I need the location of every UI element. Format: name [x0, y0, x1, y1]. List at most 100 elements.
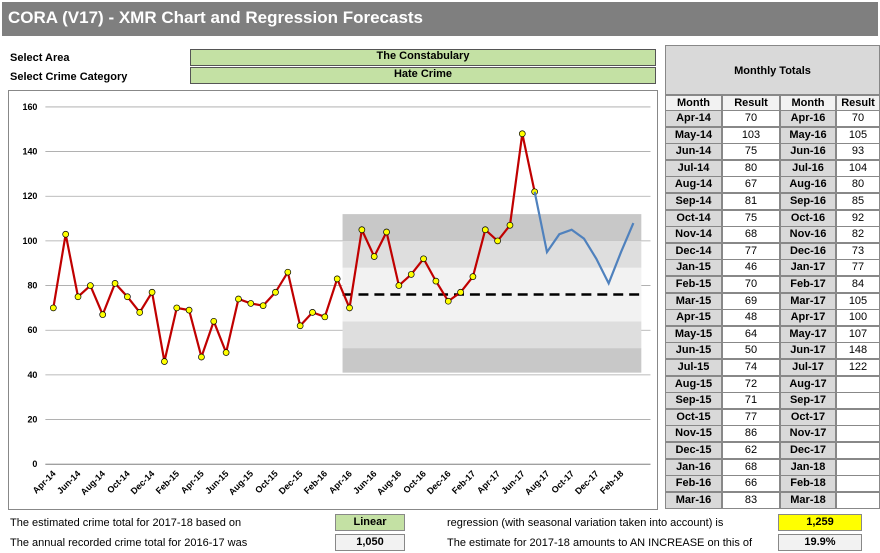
x-tick-label: Apr-14 [31, 468, 58, 495]
data-point [235, 295, 242, 303]
month-cell: Feb-16 [665, 475, 722, 493]
result-cell: 92 [836, 209, 880, 227]
category-label: Select Crime Category [10, 71, 128, 83]
result-cell: 46 [722, 259, 780, 277]
result-cell [836, 425, 880, 443]
category-select[interactable]: Hate Crime [190, 67, 656, 84]
area-label: Select Area [10, 52, 70, 64]
result-cell: 72 [722, 375, 780, 393]
data-point [50, 304, 57, 312]
result-cell: 66 [722, 475, 780, 493]
month-cell: Feb-15 [665, 276, 722, 293]
month-cell: Jul-15 [665, 359, 722, 376]
month-cell: Apr-16 [780, 110, 836, 127]
result-cell: 103 [722, 126, 780, 144]
month-cell: Mar-16 [665, 491, 722, 509]
data-point [173, 304, 181, 312]
result-cell [836, 475, 880, 493]
result-cell [836, 375, 880, 393]
area-select[interactable]: The Constabulary [190, 49, 656, 66]
data-point [420, 255, 427, 263]
footer-box[interactable]: Linear [335, 514, 405, 531]
x-tick-label: Feb-15 [154, 468, 181, 495]
x-tick-label: Aug-16 [375, 468, 404, 497]
result-cell [836, 458, 880, 476]
data-point [494, 237, 501, 245]
y-tick-label: 120 [22, 191, 37, 201]
data-point [136, 309, 144, 316]
month-cell: Aug-14 [665, 176, 722, 194]
x-tick-label: Feb-17 [450, 468, 477, 495]
result-cell [836, 392, 880, 410]
control-band [342, 348, 642, 373]
x-tick-label: Dec-16 [425, 468, 453, 496]
result-cell: 82 [836, 226, 880, 244]
control-band [342, 321, 642, 349]
result-cell: 77 [722, 242, 780, 260]
month-cell: Feb-18 [780, 475, 836, 493]
result-cell: 83 [722, 491, 780, 509]
result-cell: 70 [722, 276, 780, 293]
month-cell: Jan-17 [780, 259, 836, 277]
data-point [210, 317, 218, 325]
x-tick-label: Apr-16 [327, 468, 354, 495]
series-line [533, 191, 635, 287]
result-cell: 77 [836, 259, 880, 277]
data-point [124, 293, 131, 301]
title-bar: CORA (V17) - XMR Chart and Regression Fo… [2, 2, 878, 36]
month-cell: Jun-14 [665, 143, 722, 161]
x-tick-label: Aug-17 [523, 468, 552, 497]
data-point [74, 293, 82, 301]
chart: 020406080100120140160Apr-14Jun-14Aug-14O… [8, 90, 658, 510]
data-point [296, 322, 304, 330]
month-cell: Oct-16 [780, 209, 836, 227]
data-point [370, 253, 378, 260]
x-tick-label: Feb-18 [598, 468, 625, 495]
month-cell: Oct-17 [780, 408, 836, 426]
result-cell: 48 [722, 309, 780, 327]
month-cell: Apr-17 [780, 309, 836, 327]
month-cell: Apr-14 [665, 110, 722, 127]
month-cell: May-15 [665, 325, 722, 343]
data-point [395, 282, 403, 289]
result-cell: 93 [836, 143, 880, 161]
data-point [247, 300, 255, 307]
x-tick-label: Jun-14 [55, 468, 82, 495]
month-cell: Jul-17 [780, 359, 836, 376]
month-cell: Mar-15 [665, 292, 722, 310]
footer-text: The estimated crime total for 2017-18 ba… [10, 517, 242, 529]
x-tick-label: Jun-16 [351, 468, 378, 495]
data-point [272, 288, 279, 296]
data-point [62, 230, 70, 238]
result-cell [836, 408, 880, 426]
data-point [506, 221, 514, 229]
column-header: Month [780, 95, 836, 111]
data-point [383, 228, 390, 236]
table-title: Monthly Totals [665, 45, 880, 95]
y-tick-label: 140 [22, 147, 37, 157]
result-cell: 100 [836, 309, 880, 327]
result-cell: 85 [836, 193, 880, 210]
data-point [161, 358, 168, 365]
data-point [148, 288, 156, 296]
month-cell: May-14 [665, 126, 722, 144]
data-point [309, 309, 316, 316]
month-cell: Dec-16 [780, 242, 836, 260]
month-cell: Sep-17 [780, 392, 836, 410]
x-tick-label: Apr-17 [475, 468, 502, 495]
month-cell: Jun-17 [780, 342, 836, 360]
month-cell: May-17 [780, 325, 836, 343]
month-cell: Jan-15 [665, 259, 722, 277]
month-cell: Nov-14 [665, 226, 722, 244]
month-cell: Dec-17 [780, 442, 836, 459]
result-cell: 148 [836, 342, 880, 360]
data-point [111, 280, 119, 287]
result-cell: 104 [836, 159, 880, 177]
result-cell: 68 [722, 458, 780, 476]
data-point [259, 302, 267, 310]
data-point [407, 271, 415, 278]
footer-text: The estimate for 2017-18 amounts to AN I… [447, 537, 753, 549]
month-cell: Oct-14 [665, 209, 722, 227]
data-point [432, 277, 440, 285]
